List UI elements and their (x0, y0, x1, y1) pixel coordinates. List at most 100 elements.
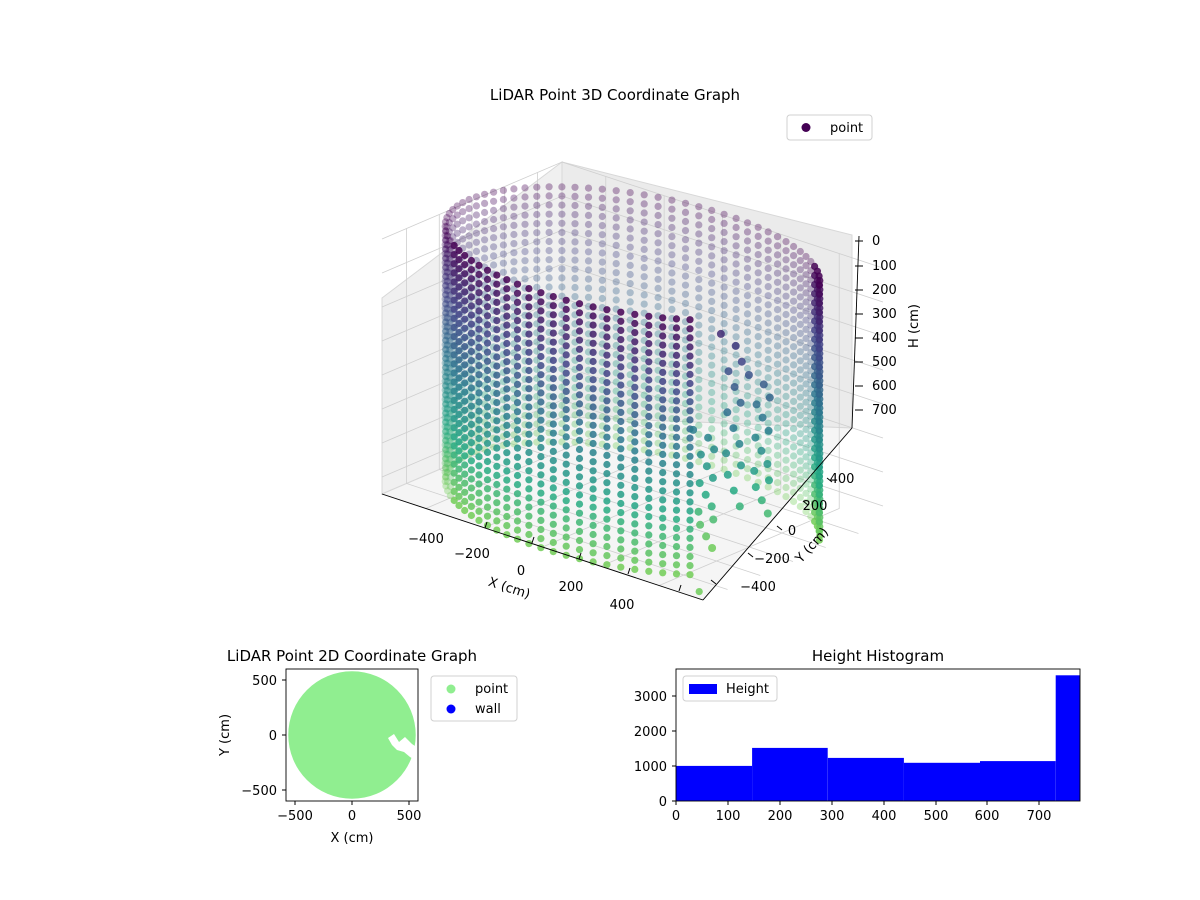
chart-3d-point (445, 255, 453, 263)
chart-3d-point (796, 439, 804, 447)
chart-3d-point (450, 424, 458, 432)
chart-3d-point (445, 364, 453, 372)
chart-3d-point (453, 202, 461, 210)
chart-3d-point (732, 469, 740, 477)
chart-3d-point (503, 449, 511, 457)
chart-3d-point (483, 366, 492, 375)
chart-3d-point (754, 296, 762, 304)
chart-3d-point (701, 490, 710, 499)
chart-3d-point (442, 254, 450, 262)
chart-3d-point (815, 454, 824, 462)
chart-3d-point (445, 392, 453, 400)
chart-3d-point (521, 220, 529, 228)
chart-3d-point (598, 285, 606, 293)
chart-3d-point (562, 351, 570, 359)
chart-3d-point (773, 369, 782, 377)
chart-3d-point (545, 283, 553, 291)
chart-3d-point (444, 377, 452, 386)
chart-3d-point (503, 467, 511, 475)
chart-3d-point (444, 350, 452, 358)
chart-3d-point (493, 444, 501, 452)
chart-3d-point (782, 465, 790, 473)
chart-3d-point (645, 476, 653, 484)
chart-3d-point (764, 228, 772, 236)
chart-3d-point (461, 488, 469, 496)
chart-3d-point (450, 451, 458, 459)
chart-3d-point (708, 215, 716, 224)
chart-3d-point (513, 462, 522, 470)
chart-3d-point (475, 352, 483, 361)
chart-3d-point (708, 379, 716, 387)
chart-3d-point (562, 524, 570, 532)
chart-3d-point (441, 436, 450, 445)
chart-3d-point (444, 368, 452, 376)
chart-3d-point (558, 265, 566, 273)
chart-3d-point (708, 252, 716, 260)
chart-3d-point (720, 347, 728, 355)
chart-3d-point (441, 468, 449, 476)
chart-3d-point (695, 367, 703, 375)
chart-3d-point (562, 451, 570, 459)
chart-3d-point (631, 447, 639, 455)
chart-3d-point (686, 379, 694, 388)
chart-3d-point (631, 556, 639, 564)
chart-3d-point (708, 316, 716, 324)
chart-3d-point (537, 525, 545, 534)
chart-3d-point (442, 327, 450, 335)
chart-3d-point (681, 309, 690, 317)
chart-3d-point (654, 230, 662, 238)
chart-3d-point (499, 223, 507, 231)
chart-3d-point (672, 470, 681, 478)
chart-3d-point (443, 350, 451, 358)
chart-3d-point (558, 228, 566, 236)
chart-3d-point (603, 369, 611, 378)
chart-3d-point (441, 409, 450, 417)
chart-3d-point (720, 219, 728, 227)
histogram-bar (903, 762, 980, 801)
chart-3d-point (790, 479, 798, 487)
chart-3d-point (450, 469, 458, 477)
chart-3d-point (443, 268, 451, 276)
chart-2d-x-tick-label: 0 (348, 809, 356, 824)
chart-3d-point (444, 396, 452, 404)
chart-3d-point (562, 542, 570, 550)
chart-3d-point (603, 379, 611, 387)
chart-3d-point (802, 298, 810, 306)
chart-3d-point (467, 411, 475, 419)
chart-3d-point (545, 265, 553, 273)
chart-3d-point (450, 323, 458, 332)
chart-3d-point (790, 324, 798, 333)
chart-3d-point (782, 238, 790, 246)
chart-3d-point (571, 274, 579, 282)
chart-3d-point (720, 356, 728, 364)
chart-3d-point (444, 414, 452, 422)
chart-3d-point (720, 292, 728, 300)
chart-3d-point (815, 463, 824, 471)
chart-3d-point (645, 385, 653, 393)
chart-3d-point (483, 467, 492, 475)
chart-3d-point (598, 249, 606, 257)
chart-3d-point (672, 360, 681, 369)
chart-3d-point (444, 268, 452, 276)
chart-3d-point (672, 370, 681, 378)
chart-3d-point (545, 183, 553, 191)
chart-3d-point (475, 362, 483, 370)
chart-3d-point (549, 538, 557, 547)
chart-3d-point (631, 401, 639, 410)
chart-3d-point (743, 319, 752, 327)
chart-3d-point (499, 195, 507, 204)
chart-3d-point (764, 319, 772, 327)
chart-3d-point (467, 311, 475, 319)
chart-3d-point (442, 400, 450, 408)
chart-3d-point (790, 252, 798, 260)
chart-3d-point (444, 341, 452, 349)
chart-3d-point (525, 312, 533, 320)
chart-3d-gridline (537, 172, 859, 534)
chart-3d-point (589, 439, 597, 448)
chart-3d-point (483, 266, 492, 274)
chart-3d-point (475, 443, 483, 452)
chart-3d-point (562, 506, 570, 514)
chart-3d-point (441, 218, 450, 226)
chart-3d-point (575, 436, 584, 444)
chart-3d-point (802, 480, 810, 488)
